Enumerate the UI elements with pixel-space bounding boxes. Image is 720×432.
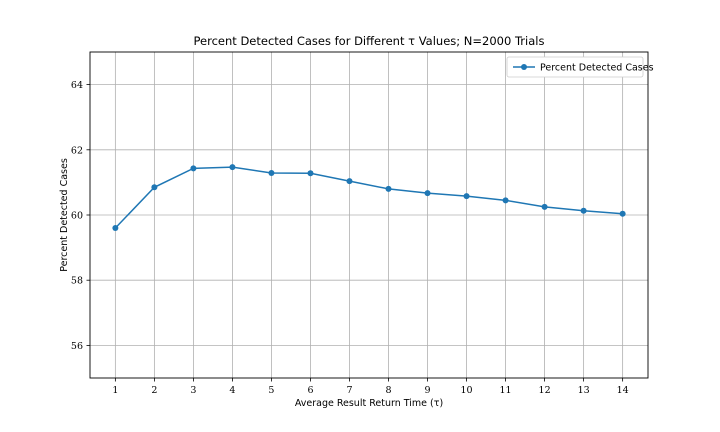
- data-point: [268, 169, 275, 176]
- legend-label: Percent Detected Cases: [540, 63, 654, 74]
- x-tick-label: 14: [617, 385, 629, 396]
- x-tick-label: 1: [112, 385, 118, 396]
- y-tick-label: 64: [71, 80, 83, 91]
- x-tick-label: 5: [268, 385, 274, 396]
- legend-marker: [521, 64, 527, 70]
- data-point: [580, 207, 587, 214]
- data-point: [385, 185, 392, 192]
- x-tick-label: 9: [425, 385, 431, 396]
- data-point: [541, 203, 548, 210]
- data-point: [502, 197, 509, 204]
- x-tick-label: 4: [229, 385, 235, 396]
- data-point: [463, 193, 470, 200]
- data-point: [424, 190, 431, 197]
- y-tick-label: 62: [71, 145, 83, 156]
- y-tick-label: 56: [71, 341, 83, 352]
- y-axis-label: Percent Detected Cases: [59, 158, 70, 272]
- grid-lines: [90, 52, 648, 378]
- x-tick-label: 12: [539, 385, 551, 396]
- data-point: [190, 165, 197, 172]
- data-point: [112, 225, 119, 232]
- data-point: [307, 170, 314, 177]
- legend: Percent Detected Cases: [506, 56, 654, 78]
- y-tick-label: 60: [71, 211, 83, 222]
- x-tick-label: 3: [190, 385, 196, 396]
- x-tick-label: 2: [151, 385, 157, 396]
- data-point: [229, 164, 236, 171]
- data-point: [151, 184, 158, 191]
- chart-title: Percent Detected Cases for Different τ V…: [194, 34, 545, 48]
- x-tick-label: 7: [346, 385, 352, 396]
- x-tick-label: 10: [461, 385, 473, 396]
- x-tick-label: 11: [500, 385, 512, 396]
- x-tick-label: 13: [578, 385, 590, 396]
- series-layer: [112, 164, 626, 232]
- series-line: [114, 166, 623, 229]
- data-point: [619, 210, 626, 217]
- y-tick-label: 58: [71, 276, 83, 287]
- data-point: [346, 178, 353, 185]
- x-axis-label: Average Result Return Time (τ): [295, 398, 443, 409]
- x-tick-label: 8: [385, 385, 391, 396]
- legend-box: [506, 56, 644, 78]
- x-tick-label: 6: [307, 385, 313, 396]
